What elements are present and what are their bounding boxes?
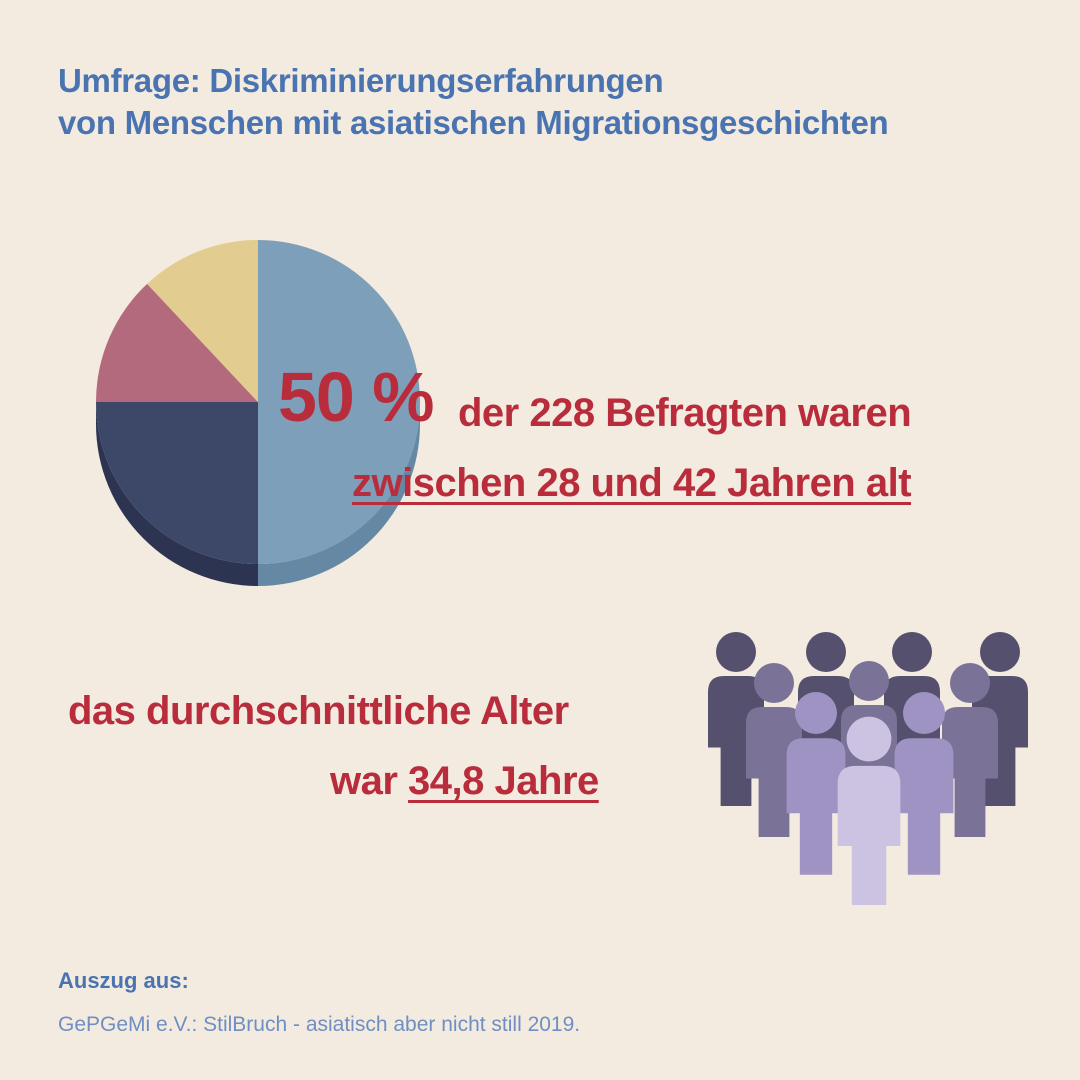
person-figure-9 [837, 716, 901, 905]
average-age-value: 34,8 Jahre [408, 759, 599, 803]
average-age-line: war 34,8 Jahre [330, 756, 599, 806]
person-figure-7 [786, 692, 846, 875]
percent-highlight: 50 % [278, 358, 435, 436]
source-citation: GePGeMi e.V.: StilBruch - asiatisch aber… [58, 1013, 581, 1036]
pie-slice-3 [147, 240, 258, 402]
page-title: Umfrage: Diskriminierungserfahrungen von… [58, 60, 889, 144]
pie-slice-side-1 [96, 402, 258, 586]
title-line-1: Umfrage: Diskriminierungserfahrungen [58, 62, 664, 99]
title-line-2: von Menschen mit asiatischen Migrationsg… [58, 104, 889, 141]
pie-slice-0 [258, 240, 420, 564]
source-label: Auszug aus: [58, 968, 189, 993]
pie-slice-1 [96, 402, 258, 564]
average-age-label: das durchschnittliche Alter [68, 689, 569, 733]
person-figure-6 [942, 663, 998, 837]
person-figure-8 [894, 692, 954, 875]
pie-slice-side-0 [258, 402, 420, 586]
average-age-prefix: war [330, 759, 409, 803]
pie-slice-2 [96, 283, 258, 402]
respondents-text: der 228 Befragten waren [458, 391, 912, 435]
age-range-text: zwischen 28 und 42 Jahren alt [352, 461, 912, 505]
people-group-icon [708, 632, 1028, 905]
